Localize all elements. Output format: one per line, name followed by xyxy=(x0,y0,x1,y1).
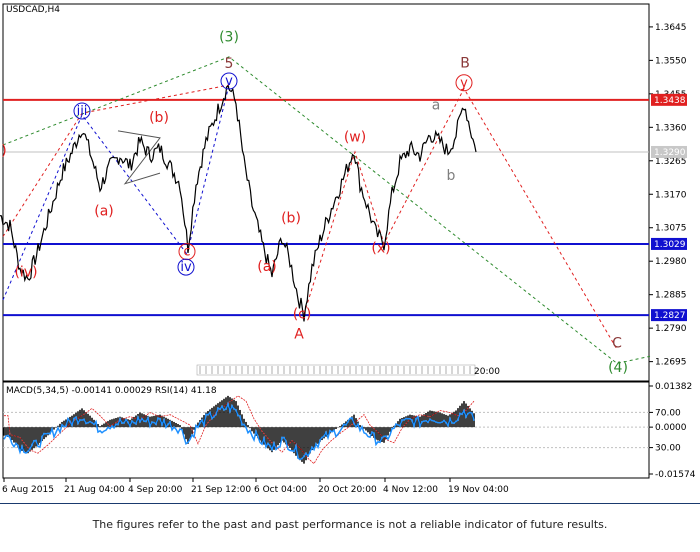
rsi-line xyxy=(3,401,475,461)
current-price-box xyxy=(651,145,687,158)
wave-label: (iv) xyxy=(14,265,37,281)
time-marker-strip xyxy=(196,364,476,376)
price-tick-label: 1.3265 xyxy=(655,157,687,167)
time-tick-label: 20 Oct 20:00 xyxy=(318,485,377,495)
indicator-tick-label: -0.01574 xyxy=(655,470,696,480)
wave-label-circle xyxy=(455,74,473,92)
red-wave-lines-left xyxy=(2,84,230,237)
level-price-label: 1.3438 xyxy=(654,96,686,106)
wave-label: y xyxy=(460,76,468,91)
wave-label: iii xyxy=(77,104,88,119)
indicator-label: MACD(5,34,5) -0.00141 0.00029 RSI(14) 41… xyxy=(6,386,217,396)
price-tick-label: 1.3360 xyxy=(655,123,687,133)
price-tick-label: 1.2695 xyxy=(655,358,687,368)
wave-label: (a) xyxy=(94,203,114,219)
wave-label-circle xyxy=(220,72,238,90)
time-tick-label: 6 Oct 04:00 xyxy=(254,485,307,495)
price-tick-label: 1.3645 xyxy=(655,23,687,33)
triangle-pattern xyxy=(117,130,161,185)
wave-label-circle xyxy=(73,102,91,120)
price-series xyxy=(0,85,477,322)
wave-label: (b) xyxy=(281,210,301,226)
wave-label: (w) xyxy=(344,129,366,145)
price-tick-label: 1.2980 xyxy=(655,257,687,267)
wave-label: (x) xyxy=(371,241,390,257)
wave-label-circle xyxy=(177,258,195,276)
wave-label: a xyxy=(432,98,441,114)
time-marker-label: 20:00 xyxy=(474,367,500,377)
disclaimer-text: The figures refer to the past and past p… xyxy=(92,518,608,531)
wave-label: ) xyxy=(1,143,6,159)
chart-symbol: USDCAD,H4 xyxy=(6,5,60,15)
time-tick-label: 4 Nov 12:00 xyxy=(383,485,438,495)
price-tick-label: 1.2885 xyxy=(655,291,687,301)
indicator-tick-label: 30.00 xyxy=(655,444,681,454)
wave-label: (3) xyxy=(219,30,239,46)
separator-line xyxy=(0,503,700,504)
wave-label: (4) xyxy=(608,360,628,376)
wave-label: A xyxy=(294,327,304,343)
wave-label: b xyxy=(447,168,456,184)
price-pane-frame xyxy=(2,3,650,382)
time-tick-label: 6 Aug 2015 xyxy=(2,485,54,495)
wave-label: c xyxy=(183,245,190,260)
time-tick-label: 19 Nov 04:00 xyxy=(448,485,509,495)
wave-label: (c) xyxy=(293,307,312,323)
wave-label: v xyxy=(225,74,233,89)
current-price-label: 1.3290 xyxy=(654,148,686,158)
price-tick-label: 1.3550 xyxy=(655,56,687,66)
green-wave-projection xyxy=(2,56,651,364)
time-tick-label: 4 Sep 20:00 xyxy=(128,485,183,495)
level-price-box xyxy=(651,309,687,322)
level-price-label: 1.3029 xyxy=(654,240,686,250)
price-chart: 1.36451.35501.34551.33601.32651.31701.30… xyxy=(0,3,696,495)
wave-label: C xyxy=(612,336,622,352)
macd-signal-line xyxy=(4,395,475,465)
time-tick-label: 21 Sep 12:00 xyxy=(191,485,251,495)
wave-label: iv xyxy=(180,260,192,275)
wave-label: (b) xyxy=(149,110,169,126)
wave-label: (a) xyxy=(257,259,277,275)
level-price-box xyxy=(651,237,687,250)
time-tick-label: 21 Aug 04:00 xyxy=(64,485,125,495)
indicator-tick-label: 70.00 xyxy=(655,408,681,418)
level-price-box xyxy=(651,93,687,106)
level-price-label: 1.2827 xyxy=(654,311,686,321)
indicator-tick-label: 0.01382 xyxy=(655,382,692,392)
red-wave-projection xyxy=(303,87,618,350)
wave-label: 5 xyxy=(225,56,234,72)
price-tick-label: 1.3170 xyxy=(655,190,687,200)
price-tick-label: 1.3075 xyxy=(655,224,687,234)
wave-label: B xyxy=(460,55,470,71)
indicator-tick-label: 0.0000 xyxy=(655,423,687,433)
price-tick-label: 1.2790 xyxy=(655,324,687,334)
blue-wave-lines xyxy=(2,84,230,301)
